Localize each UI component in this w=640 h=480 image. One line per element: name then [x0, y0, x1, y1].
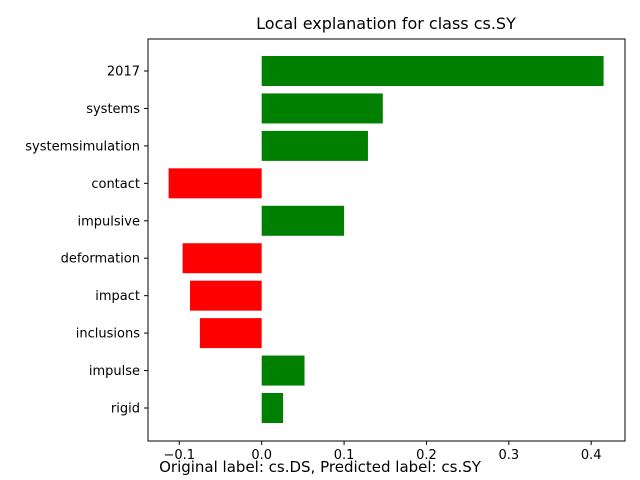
- bar-inclusions: [199, 318, 262, 349]
- y-tick-label: rigid: [111, 402, 140, 417]
- y-tick-label: contact: [91, 177, 140, 192]
- x-axis-ticks: −0.1 0.0 0.1 0.2 0.3 0.4: [164, 441, 602, 463]
- bar-2017: [261, 56, 604, 86]
- chart-title: Local explanation for class cs.SY: [256, 14, 516, 33]
- y-tick-label: deformation: [61, 252, 140, 267]
- bar-contact: [168, 168, 262, 199]
- x-tick-label: 0.0: [251, 448, 272, 463]
- x-tick-label: 0.3: [498, 448, 519, 463]
- x-tick-label: −0.1: [164, 448, 196, 463]
- bar-impulse: [261, 355, 305, 386]
- bars: [168, 56, 604, 423]
- bar-impulsive: [261, 205, 345, 236]
- plot-frame: [147, 38, 626, 442]
- x-tick-label: 0.4: [581, 448, 602, 463]
- y-axis-ticks: 2017 systems systemsimulation contact impuls…: [25, 65, 148, 417]
- y-tick-label: systemsimulation: [25, 139, 140, 154]
- x-tick-label: 0.1: [334, 448, 355, 463]
- y-tick-label: inclusions: [76, 327, 140, 342]
- bar-rigid: [261, 393, 284, 423]
- y-tick-label: impact: [95, 289, 140, 304]
- y-tick-label: 2017: [107, 65, 140, 80]
- y-tick-label: impulsive: [78, 214, 140, 229]
- footer-label: Original label: cs.DS, Predicted label: …: [159, 458, 481, 476]
- bar-deformation: [182, 243, 262, 274]
- y-tick-label: systems: [86, 102, 140, 117]
- x-tick-label: 0.2: [416, 448, 437, 463]
- bar-systems: [261, 93, 383, 124]
- bar-systemsimulation: [261, 130, 368, 161]
- bar-impact: [190, 280, 262, 311]
- y-tick-label: impulse: [89, 364, 140, 379]
